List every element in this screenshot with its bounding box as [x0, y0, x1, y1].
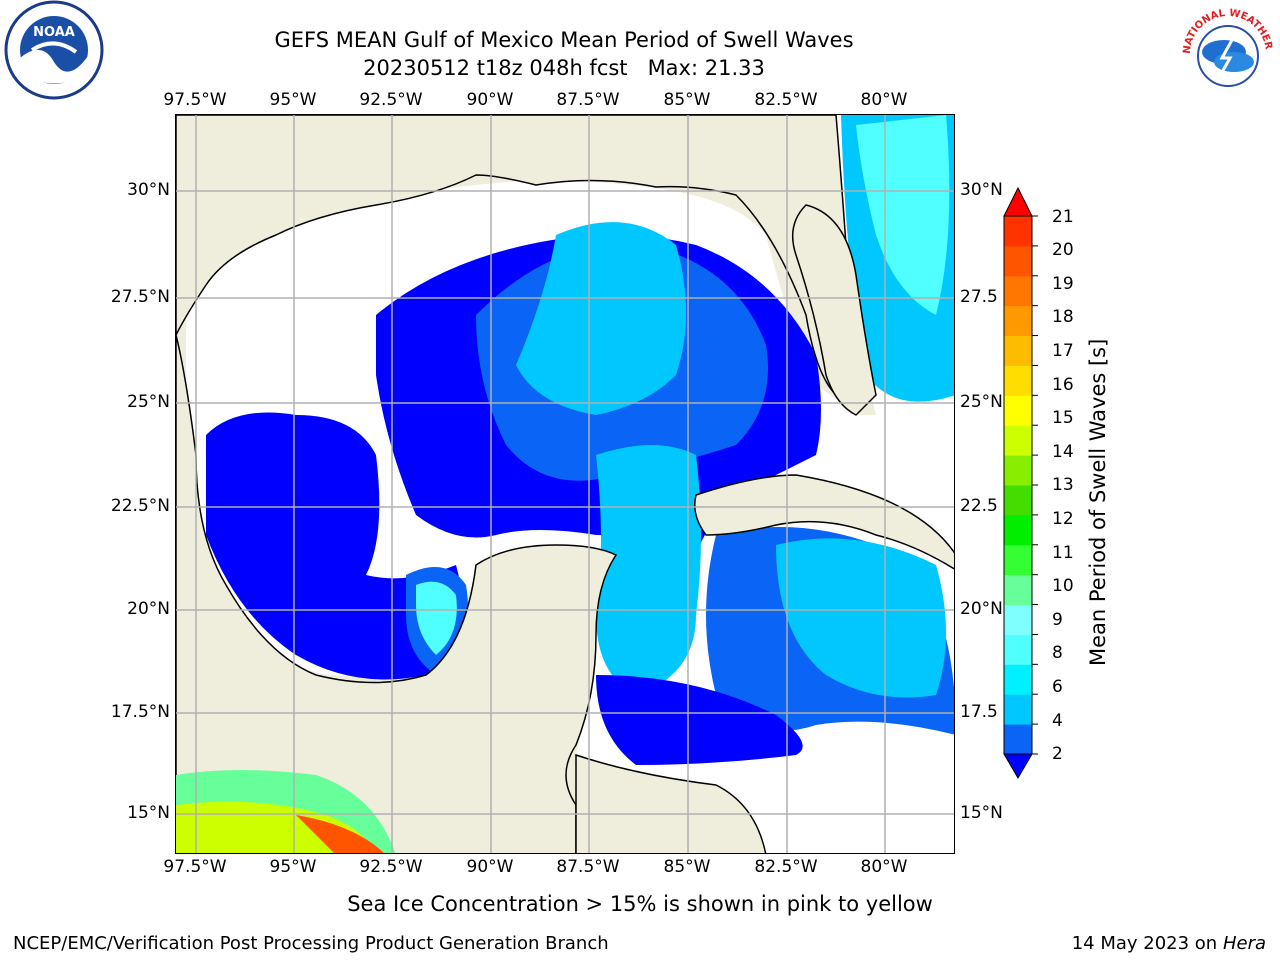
colorbar-band: [1004, 604, 1032, 635]
colorbar-band: [1004, 365, 1032, 396]
colorbar-tick: 21: [1052, 207, 1074, 227]
lat-tick-left: 30°N: [127, 180, 170, 200]
colorbar-band: [1004, 574, 1032, 606]
colorbar-band: [1004, 455, 1032, 486]
colorbar-tick: 20: [1052, 240, 1074, 260]
land-central-america: [575, 753, 767, 853]
swell-region-bay-of-campeche-high: [416, 581, 457, 655]
lon-tick-top: 92.5°W: [359, 90, 423, 110]
plot-subtitle: 20230512 t18z 048h fcst Max: 21.33: [363, 56, 765, 80]
lat-tick-right: 27.5: [960, 287, 998, 307]
colorbar-tick: 16: [1052, 375, 1074, 395]
colorbar-band: [1004, 395, 1032, 426]
lat-tick-left: 20°N: [127, 599, 170, 619]
colorbar-extend-max: [1003, 186, 1033, 217]
colorbar-band: [1004, 305, 1032, 337]
lon-tick-top: 80°W: [860, 90, 908, 110]
lat-tick-left: 17.5°N: [110, 702, 170, 722]
sea-ice-note-container: Sea Ice Concentration > 15% is shown in …: [0, 892, 1280, 916]
date-stamp: 14 May 2023 on Hera: [1072, 933, 1266, 954]
swell-region-atlantic-high: [856, 115, 950, 315]
lon-tick-bottom: 95°W: [269, 857, 317, 877]
colorbar-tick: 2: [1052, 744, 1063, 764]
colorbar-tick: 8: [1052, 643, 1063, 663]
colorbar-band: [1004, 216, 1032, 247]
swell-region-yucatan-channel: [596, 445, 701, 695]
date-text: 14 May 2023 on: [1071, 933, 1218, 954]
colorbar-band: [1004, 664, 1032, 695]
lon-tick-top: 90°W: [466, 90, 514, 110]
lon-tick-bottom: 85°W: [663, 857, 711, 877]
colorbar-band: [1004, 724, 1032, 755]
lat-tick-right: 15°N: [960, 803, 1003, 823]
gulf-of-mexico-map: [175, 114, 955, 854]
colorbar-tick: 19: [1052, 274, 1074, 294]
lon-tick-bottom: 92.5°W: [359, 857, 423, 877]
colorbar-tick: 9: [1052, 610, 1063, 630]
high-swell-region-pacific-peak: [296, 815, 384, 853]
lon-tick-bottom: 82.5°W: [754, 857, 818, 877]
lon-tick-bottom: 87.5°W: [556, 857, 620, 877]
colorbar-band: [1004, 425, 1032, 456]
lat-tick-right: 17.5: [960, 702, 998, 722]
colorbar-band: [1004, 335, 1032, 366]
lat-tick-right: 30°N: [960, 180, 1003, 200]
lon-tick-bottom: 90°W: [466, 857, 514, 877]
lat-tick-left: 15°N: [127, 803, 170, 823]
lat-tick-left: 22.5°N: [110, 496, 170, 516]
colorbar-tick: 10: [1052, 576, 1074, 596]
colorbar-tick: 11: [1052, 543, 1074, 563]
lat-tick-right: 20°N: [960, 599, 1003, 619]
swell-region-caribbean-high: [776, 538, 946, 698]
land-cuba: [694, 474, 954, 570]
plot-title: GEFS MEAN Gulf of Mexico Mean Period of …: [274, 28, 854, 52]
colorbar-band: [1004, 544, 1032, 576]
colorbar-band: [1004, 514, 1032, 546]
svg-text:NOAA: NOAA: [33, 25, 75, 40]
lat-tick-right: 22.5: [960, 496, 998, 516]
colorbar-band: [1004, 275, 1032, 307]
swell-region-western-gulf: [206, 412, 462, 680]
colorbar-tick: 15: [1052, 408, 1074, 428]
swell-region-caribbean-south: [596, 675, 803, 765]
lat-tick-left: 27.5°N: [110, 287, 170, 307]
colorbar-tick: 17: [1052, 341, 1074, 361]
colorbar-tick: 6: [1052, 677, 1063, 697]
lon-tick-top: 85°W: [663, 90, 711, 110]
colorbar-tick: 13: [1052, 475, 1074, 495]
land-florida: [791, 204, 877, 416]
swell-region-central-gulf-high: [516, 222, 686, 415]
lon-tick-bottom: 80°W: [860, 857, 908, 877]
colorbar-label: Mean Period of Swell Waves [s]: [1086, 338, 1110, 666]
colorbar-tick: 18: [1052, 307, 1074, 327]
colorbar-extend-min: [1003, 753, 1033, 779]
credit-text: NCEP/EMC/Verification Post Processing Pr…: [13, 933, 609, 954]
lon-tick-top: 82.5°W: [754, 90, 818, 110]
lat-tick-right: 25°N: [960, 392, 1003, 412]
colorbar-tick: 14: [1052, 442, 1074, 462]
lon-tick-bottom: 97.5°W: [163, 857, 227, 877]
colorbar-tick: 12: [1052, 509, 1074, 529]
colorbar-tick: 4: [1052, 711, 1063, 731]
land-mexico: [176, 334, 618, 853]
colorbar-band: [1004, 245, 1032, 277]
lon-tick-top: 97.5°W: [163, 90, 227, 110]
colorbar-band: [1004, 694, 1032, 725]
colorbar: [1000, 186, 1120, 781]
lon-tick-top: 87.5°W: [556, 90, 620, 110]
sea-ice-note: Sea Ice Concentration > 15% is shown in …: [347, 892, 933, 916]
national-weather-service-logo: NATIONAL WEATHER SERVICE: [1172, 0, 1280, 104]
colorbar-band: [1004, 634, 1032, 665]
colorbar-band: [1004, 485, 1032, 516]
lat-tick-left: 25°N: [127, 392, 170, 412]
lon-tick-top: 95°W: [269, 90, 317, 110]
noaa-logo: NOAA: [2, 0, 106, 104]
host-name: Hera: [1222, 933, 1266, 954]
